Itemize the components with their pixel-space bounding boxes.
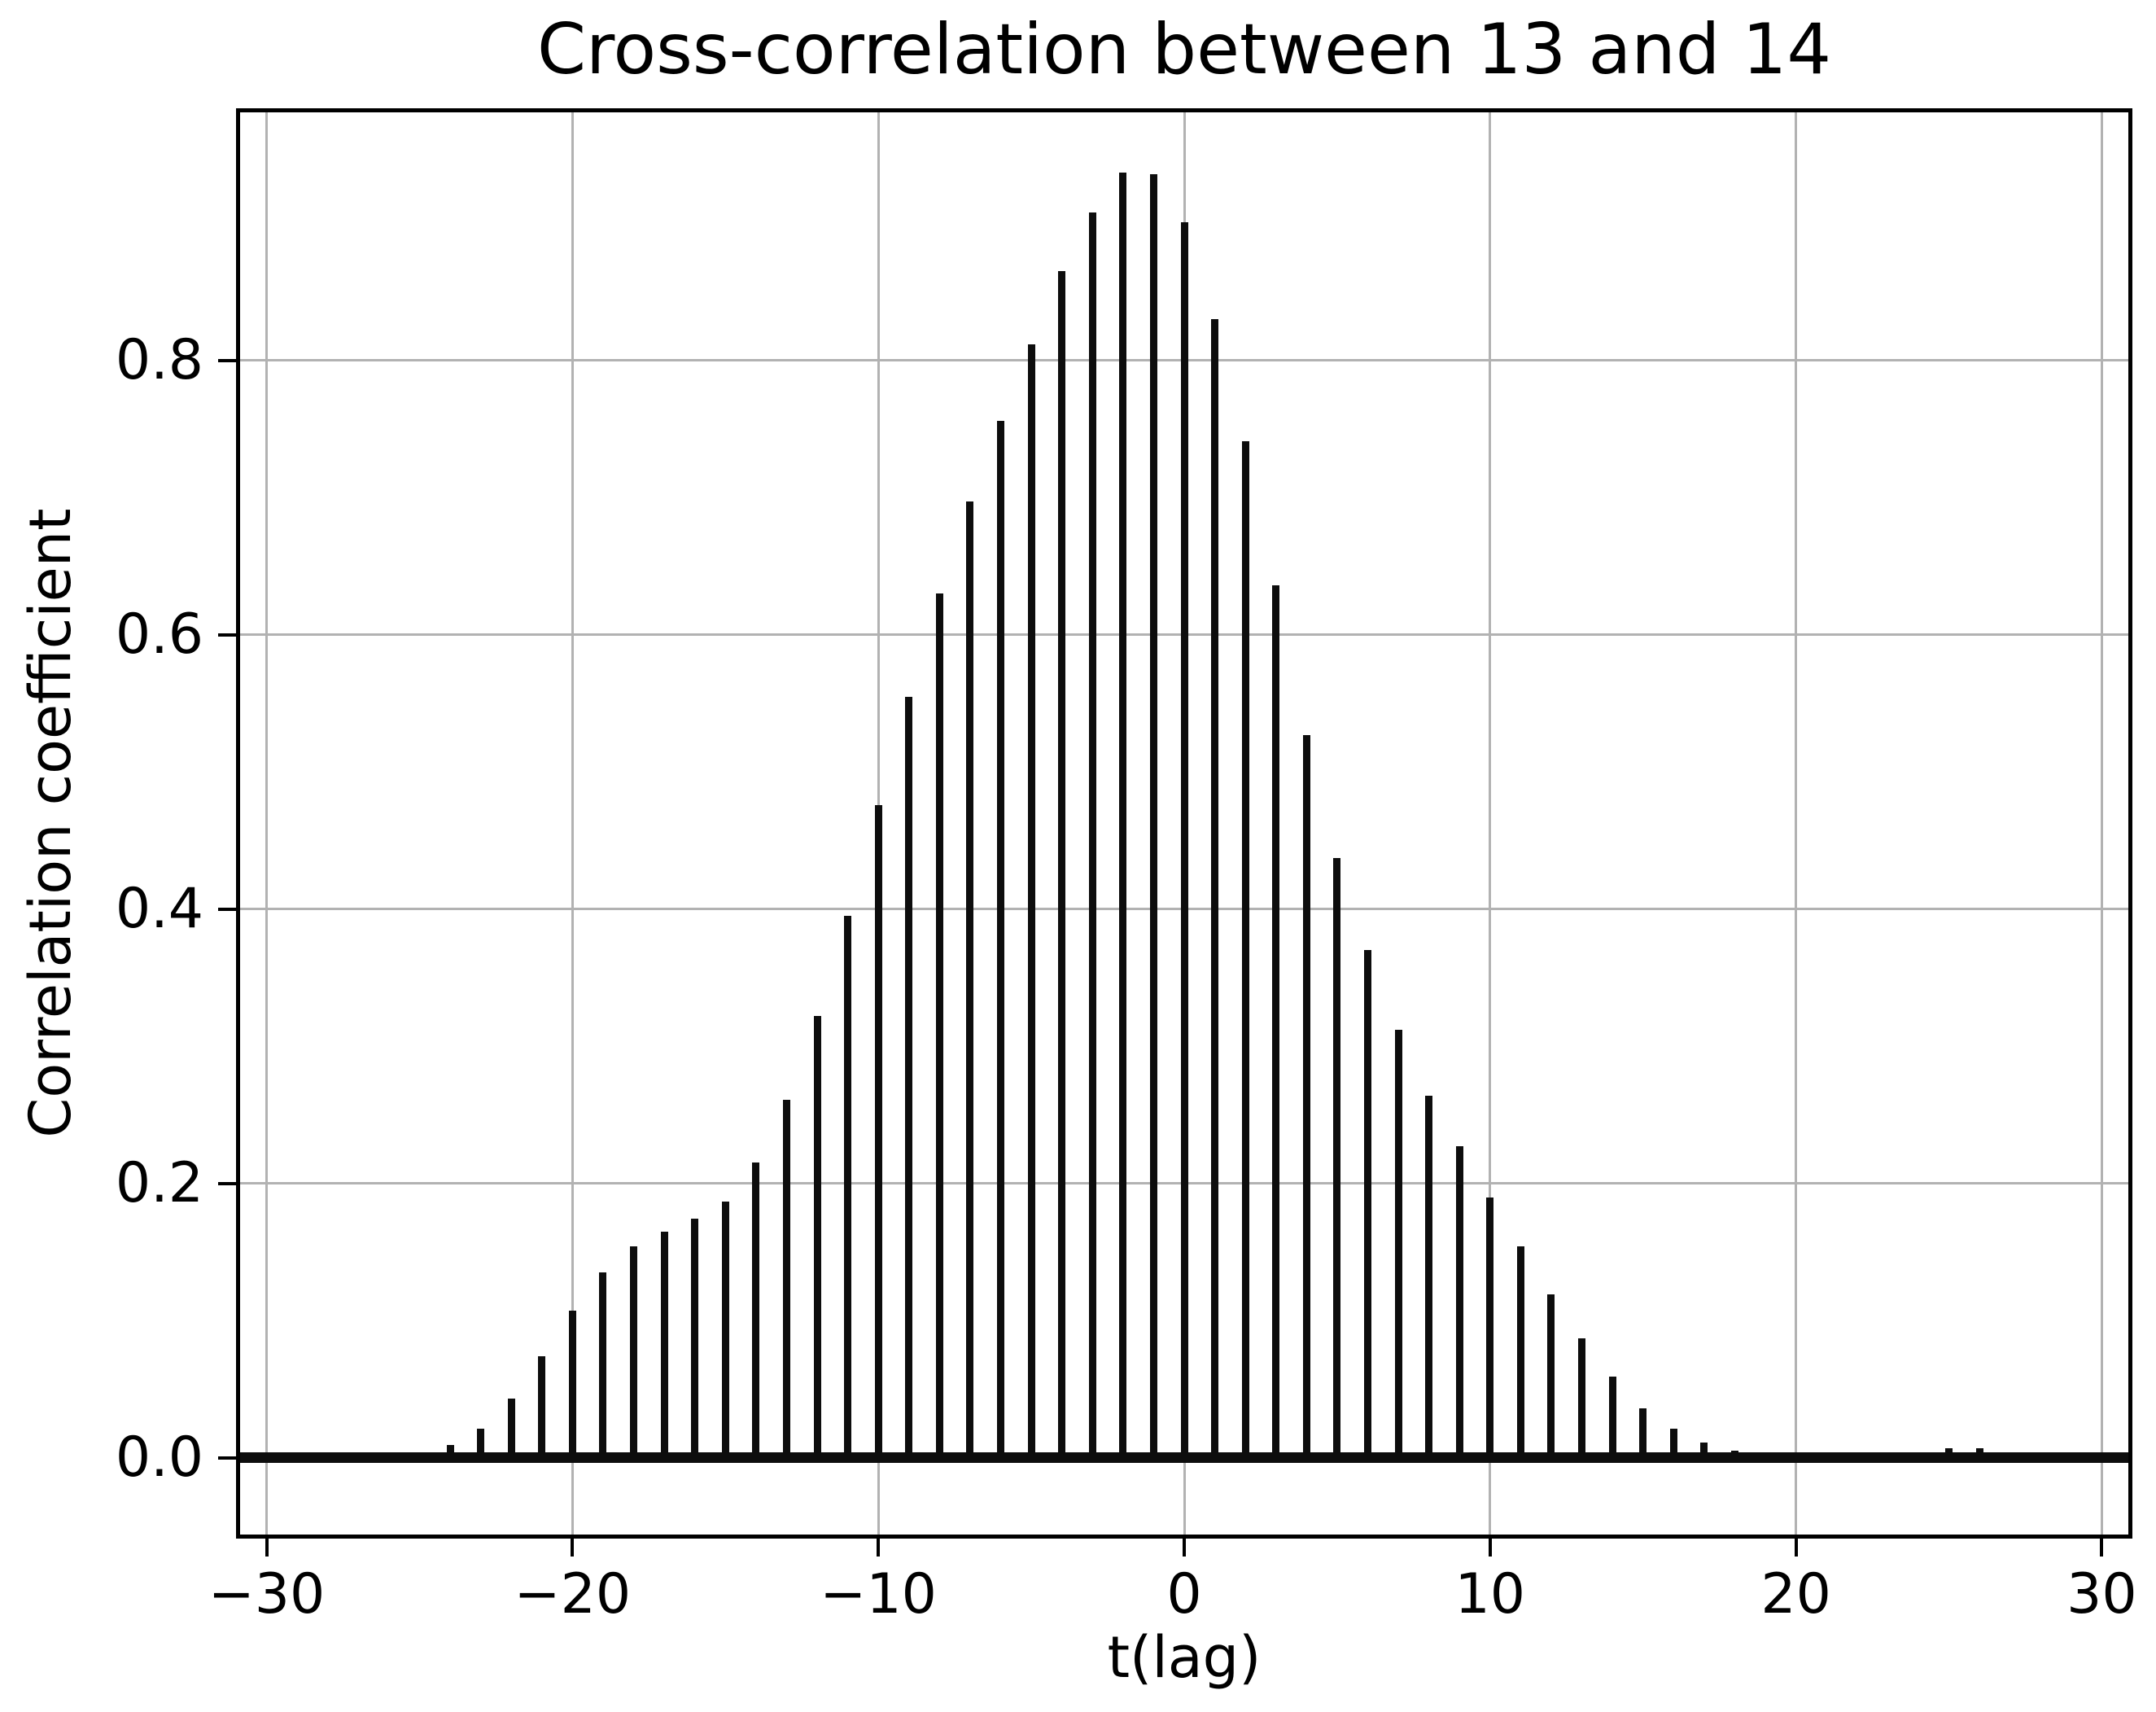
stem-bar-lag-6 xyxy=(1363,950,1371,1463)
stem-bar-lag--6 xyxy=(997,421,1005,1463)
stem-bar-lag--22 xyxy=(507,1399,515,1463)
x-tick-label--20: −20 xyxy=(514,1562,632,1627)
x-axis-label: t(lag) xyxy=(1107,1624,1262,1691)
stem-bar-lag-7 xyxy=(1394,1030,1402,1463)
y-tick-0.2 xyxy=(218,1181,236,1185)
stem-bar-lag--2 xyxy=(1119,173,1127,1463)
stem-bar-lag--10 xyxy=(874,804,882,1463)
stem-bar-lag-2 xyxy=(1241,441,1249,1463)
x-tick-label--30: −30 xyxy=(208,1562,326,1627)
zero-baseline xyxy=(236,1452,2132,1464)
x-tick-10 xyxy=(1488,1539,1492,1557)
stem-bar-lag--12 xyxy=(813,1016,821,1463)
stem-bar-lag-1 xyxy=(1211,319,1219,1463)
gridline-x-10 xyxy=(1489,108,1492,1539)
stem-bar-lag--18 xyxy=(630,1246,638,1463)
stem-bar-lag-0 xyxy=(1180,221,1188,1463)
stem-bar-lag--3 xyxy=(1088,212,1096,1463)
stem-bar-lag--19 xyxy=(599,1272,607,1463)
x-tick-label-0: 0 xyxy=(1166,1562,1202,1627)
x-tick-20 xyxy=(1794,1539,1798,1557)
gridline-x--20 xyxy=(571,108,574,1539)
stem-bar-lag--9 xyxy=(905,696,913,1463)
stem-bar-lag-16 xyxy=(1669,1429,1677,1463)
y-tick-0 xyxy=(218,1456,236,1460)
stem-bar-lag--23 xyxy=(477,1429,485,1463)
gridline-x-30 xyxy=(2100,108,2103,1539)
y-tick-label-0: 0.0 xyxy=(115,1425,203,1490)
stem-bar-lag--11 xyxy=(844,916,852,1463)
y-axis-label: Correlation coefficient xyxy=(17,508,84,1138)
stem-bar-lag--21 xyxy=(538,1355,546,1463)
stem-bar-lag--7 xyxy=(966,501,974,1463)
stem-bar-lag-3 xyxy=(1272,585,1280,1463)
stem-bar-lag-9 xyxy=(1455,1146,1463,1463)
plot-area xyxy=(236,108,2132,1539)
stem-bar-lag--17 xyxy=(660,1231,668,1463)
stem-bar-lag--1 xyxy=(1149,173,1157,1463)
stem-bar-lag-13 xyxy=(1578,1338,1586,1463)
stem-bar-lag--15 xyxy=(721,1201,729,1463)
y-tick-label-0.6: 0.6 xyxy=(115,602,203,667)
stem-bar-lag-12 xyxy=(1547,1294,1555,1463)
x-tick-label-20: 20 xyxy=(1760,1562,1831,1627)
stem-bar-lag-11 xyxy=(1516,1246,1524,1463)
stem-bar-lag--14 xyxy=(752,1162,760,1463)
stem-bar-lag--16 xyxy=(691,1219,699,1463)
y-tick-label-0.8: 0.8 xyxy=(115,327,203,392)
x-tick--30 xyxy=(265,1539,269,1557)
x-tick-label-10: 10 xyxy=(1454,1562,1526,1627)
stem-bar-lag--20 xyxy=(568,1311,576,1463)
x-tick--10 xyxy=(877,1539,881,1557)
x-tick-label-30: 30 xyxy=(2066,1562,2137,1627)
y-tick-0.4 xyxy=(218,907,236,911)
y-tick-label-0.2: 0.2 xyxy=(115,1150,203,1215)
stem-bar-lag-5 xyxy=(1333,858,1341,1463)
gridline-x-20 xyxy=(1795,108,1798,1539)
stem-bar-lag-14 xyxy=(1608,1377,1616,1463)
x-tick-0 xyxy=(1183,1539,1186,1557)
stem-bar-lag--13 xyxy=(782,1099,790,1463)
x-tick--20 xyxy=(571,1539,575,1557)
stem-bar-lag--5 xyxy=(1027,344,1035,1463)
y-tick-0.8 xyxy=(218,358,236,362)
y-tick-0.6 xyxy=(218,633,236,637)
stem-bar-lag--4 xyxy=(1058,271,1066,1463)
x-tick-30 xyxy=(2100,1539,2104,1557)
stem-bar-lag-8 xyxy=(1425,1095,1433,1463)
stem-bar-lag-10 xyxy=(1486,1197,1494,1463)
x-tick-label--10: −10 xyxy=(820,1562,937,1627)
gridline-x--30 xyxy=(265,108,269,1539)
chart-title: Cross-correlation between 13 and 14 xyxy=(536,9,1832,90)
y-tick-label-0.4: 0.4 xyxy=(115,876,203,941)
stem-bar-lag-4 xyxy=(1302,734,1310,1463)
stem-bar-lag-15 xyxy=(1639,1408,1647,1463)
stem-bar-lag--8 xyxy=(935,593,943,1463)
